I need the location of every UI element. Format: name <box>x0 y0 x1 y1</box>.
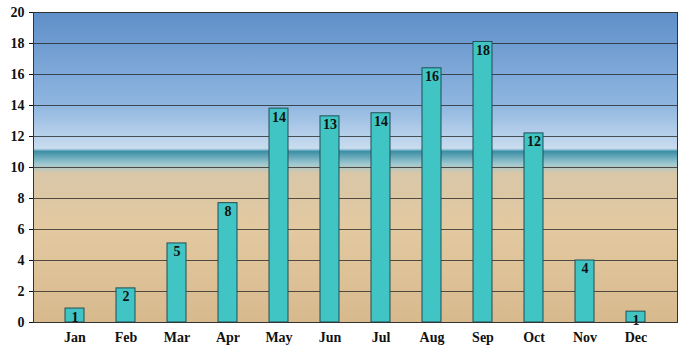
svg-text:1: 1 <box>633 313 640 328</box>
svg-text:Nov: Nov <box>573 330 597 345</box>
svg-text:18: 18 <box>11 36 25 51</box>
svg-text:Sep: Sep <box>472 330 494 345</box>
svg-text:16: 16 <box>11 67 25 82</box>
svg-text:Aug: Aug <box>420 330 445 345</box>
svg-text:4: 4 <box>18 253 25 268</box>
svg-text:20: 20 <box>11 5 25 20</box>
svg-text:6: 6 <box>18 222 25 237</box>
svg-text:13: 13 <box>323 117 337 132</box>
svg-text:Jun: Jun <box>319 330 342 345</box>
svg-text:Jul: Jul <box>372 330 391 345</box>
svg-text:14: 14 <box>374 114 388 129</box>
svg-text:Dec: Dec <box>625 330 648 345</box>
svg-text:14: 14 <box>272 110 286 125</box>
svg-text:16: 16 <box>425 69 439 84</box>
svg-text:4: 4 <box>582 261 589 276</box>
svg-text:Apr: Apr <box>216 330 240 345</box>
svg-text:18: 18 <box>476 43 490 58</box>
svg-text:May: May <box>265 330 292 345</box>
svg-text:14: 14 <box>11 98 25 113</box>
svg-text:Mar: Mar <box>164 330 190 345</box>
svg-text:Oct: Oct <box>523 330 545 345</box>
svg-text:2: 2 <box>18 284 25 299</box>
svg-text:Feb: Feb <box>115 330 138 345</box>
svg-text:8: 8 <box>18 191 25 206</box>
svg-text:Jan: Jan <box>64 330 86 345</box>
svg-text:1: 1 <box>71 309 79 325</box>
svg-text:12: 12 <box>11 129 25 144</box>
svg-text:10: 10 <box>11 160 25 175</box>
svg-text:0: 0 <box>18 315 25 330</box>
svg-text:8: 8 <box>225 204 232 219</box>
svg-text:2: 2 <box>123 289 130 304</box>
svg-text:12: 12 <box>527 134 541 149</box>
svg-text:5: 5 <box>174 244 181 259</box>
